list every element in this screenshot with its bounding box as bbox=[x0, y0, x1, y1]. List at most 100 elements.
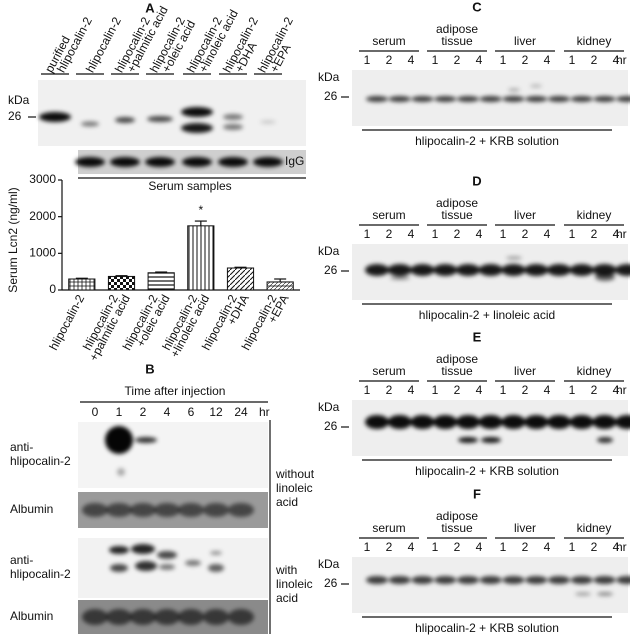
row-label: hlipocalin-2 bbox=[10, 454, 71, 468]
y-axis-label: Serum Lcn2 (ng/ml) bbox=[6, 187, 20, 292]
y-tick-label: 3000 bbox=[29, 172, 56, 186]
kda-label: kDa bbox=[8, 93, 30, 107]
band bbox=[615, 264, 630, 276]
time-label: 1 bbox=[500, 540, 507, 554]
panel-label: F bbox=[473, 486, 481, 501]
error-bar bbox=[155, 271, 168, 273]
error-bar bbox=[115, 275, 128, 277]
time-label: 1 bbox=[432, 227, 439, 241]
band bbox=[203, 609, 229, 625]
row-label: anti- bbox=[10, 553, 33, 567]
blot bbox=[78, 600, 268, 634]
band bbox=[569, 415, 594, 429]
band bbox=[616, 96, 630, 102]
band bbox=[508, 88, 520, 92]
time-label: 1 bbox=[364, 383, 371, 397]
panel-label: B bbox=[145, 361, 154, 376]
band bbox=[365, 415, 389, 429]
band bbox=[130, 503, 156, 517]
row-label: Albumin bbox=[10, 609, 53, 623]
time-label: 2 bbox=[454, 53, 461, 67]
caption: hlipocalin-2 + KRB solution bbox=[415, 621, 559, 635]
time-label: 4 bbox=[408, 540, 415, 554]
tissue-label: kidney bbox=[577, 34, 612, 48]
band bbox=[387, 264, 412, 276]
time-label: 2 bbox=[454, 383, 461, 397]
tissue-label: adipose bbox=[436, 22, 478, 36]
time-label: 2 bbox=[522, 540, 529, 554]
marker-label: 26 bbox=[324, 419, 338, 433]
band bbox=[154, 609, 180, 625]
time-label: 4 bbox=[613, 227, 620, 241]
band bbox=[548, 96, 570, 102]
condition-label: without bbox=[275, 467, 315, 481]
band bbox=[109, 546, 129, 554]
band bbox=[203, 503, 229, 517]
time-label: 1 bbox=[432, 540, 439, 554]
time-label: 4 bbox=[544, 53, 551, 67]
band bbox=[157, 551, 177, 559]
band bbox=[593, 96, 616, 102]
time-label: 4 bbox=[476, 383, 483, 397]
blot-background bbox=[38, 80, 306, 146]
bands bbox=[39, 107, 276, 133]
band bbox=[548, 576, 570, 584]
error-bar bbox=[194, 220, 207, 226]
condition-label: linoleic bbox=[276, 577, 313, 591]
band bbox=[181, 123, 213, 133]
band bbox=[75, 157, 105, 167]
bands bbox=[75, 157, 283, 167]
band bbox=[501, 415, 526, 429]
band bbox=[110, 157, 140, 167]
time-label: 2 bbox=[386, 383, 393, 397]
condition-label: linoleic bbox=[276, 481, 313, 495]
band bbox=[457, 576, 479, 584]
time-label: 1 bbox=[500, 383, 507, 397]
caption: hlipocalin-2 + KRB solution bbox=[415, 464, 559, 478]
band bbox=[525, 96, 548, 102]
band bbox=[223, 114, 243, 120]
caption: hlipocalin-2 + KRB solution bbox=[415, 134, 559, 148]
time-label: 1 bbox=[364, 540, 371, 554]
blot bbox=[352, 244, 630, 300]
blot bbox=[78, 492, 268, 528]
band bbox=[501, 264, 526, 276]
blot bbox=[78, 538, 268, 598]
kda-label: kDa bbox=[318, 70, 340, 84]
band bbox=[456, 264, 480, 276]
time-label: 0 bbox=[92, 405, 99, 419]
bands bbox=[105, 426, 157, 476]
time-label: 2 bbox=[386, 540, 393, 554]
row-label: anti- bbox=[10, 440, 33, 454]
band bbox=[388, 576, 411, 584]
time-label: 4 bbox=[613, 383, 620, 397]
band bbox=[570, 576, 593, 584]
time-label: 4 bbox=[613, 53, 620, 67]
tissue-label: tissue bbox=[441, 208, 473, 222]
bands bbox=[366, 576, 630, 596]
bar bbox=[226, 267, 255, 291]
band bbox=[182, 157, 212, 167]
band bbox=[115, 117, 135, 123]
bar bbox=[107, 275, 136, 291]
bands bbox=[365, 415, 630, 443]
time-label: 4 bbox=[476, 53, 483, 67]
band bbox=[502, 96, 525, 102]
tissue-label: liver bbox=[514, 34, 536, 48]
band bbox=[154, 503, 180, 517]
blot bbox=[352, 400, 630, 456]
bands bbox=[366, 84, 630, 102]
unit-label: hr bbox=[616, 53, 627, 67]
time-label: 1 bbox=[364, 227, 371, 241]
caption: hlipocalin-2 + linoleic acid bbox=[419, 308, 555, 322]
tissue-label: kidney bbox=[577, 208, 612, 222]
error-bar bbox=[274, 278, 287, 282]
time-label: 2 bbox=[140, 405, 147, 419]
bands bbox=[365, 256, 630, 281]
band bbox=[365, 264, 389, 276]
time-label: 4 bbox=[164, 405, 171, 419]
time-label: 1 bbox=[569, 383, 576, 397]
panel-label: E bbox=[473, 329, 482, 344]
